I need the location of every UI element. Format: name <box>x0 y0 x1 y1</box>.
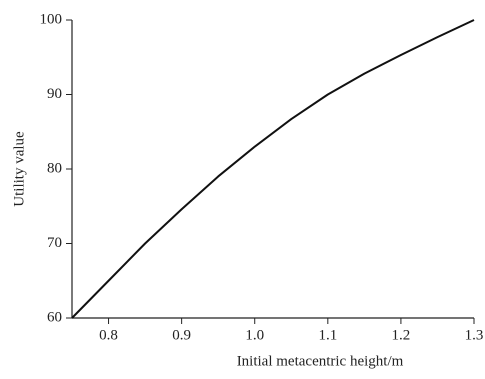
x-tick-label: 1.1 <box>318 327 337 343</box>
line-series <box>71 19 475 319</box>
y-tick-label: 60 <box>47 309 62 325</box>
y-axis-label: Utility value <box>11 131 27 207</box>
y-tick-label: 80 <box>47 160 62 176</box>
x-tick-label: 0.8 <box>99 327 118 343</box>
x-tick-label: 0.9 <box>172 327 191 343</box>
x-axis-label: Initial metacentric height/m <box>237 353 404 369</box>
x-tick-label: 1.2 <box>392 327 411 343</box>
y-tick-label: 100 <box>40 11 63 27</box>
x-tick-label: 1.0 <box>245 327 264 343</box>
y-tick-label: 90 <box>47 86 62 102</box>
x-tick-label: 1.3 <box>465 327 484 343</box>
y-tick-label: 70 <box>47 235 62 251</box>
